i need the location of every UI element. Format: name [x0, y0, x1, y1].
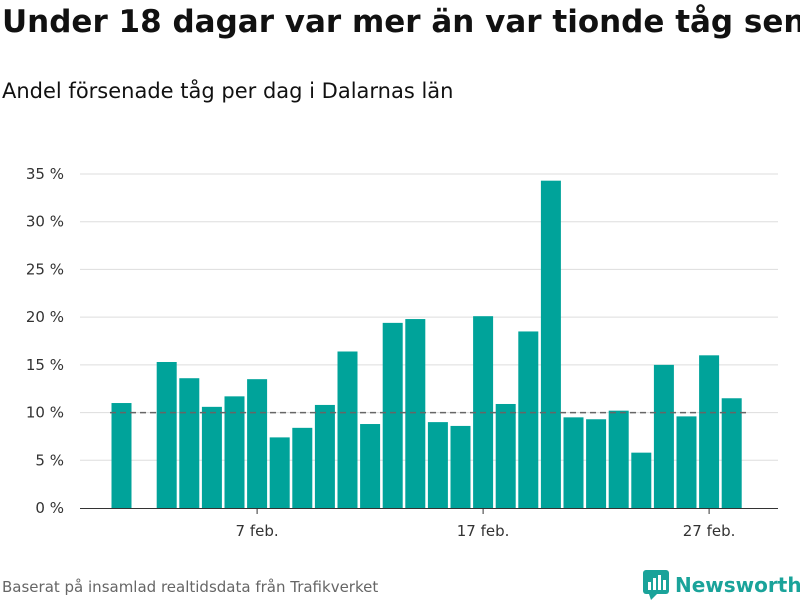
bars: [111, 180, 742, 508]
y-axis-tick-labels: 0 % 5 % 10 % 15 % 20 % 25 % 30 % 35 %: [26, 165, 64, 517]
y-tick-label: 10 %: [26, 404, 64, 422]
bar: [156, 361, 177, 508]
bar: [699, 355, 720, 508]
bar: [179, 378, 200, 508]
bar: [292, 427, 313, 508]
x-axis: 7 feb. 17 feb. 27 feb.: [80, 508, 778, 540]
bar: [540, 180, 561, 508]
y-tick-label: 20 %: [26, 308, 64, 326]
brand-logo[interactable]: Newsworthy: [643, 569, 800, 601]
bar: [247, 379, 268, 508]
bar: [676, 416, 697, 508]
bar: [337, 351, 358, 508]
y-tick-label: 5 %: [35, 451, 64, 469]
bar: [224, 396, 245, 508]
bar: [201, 406, 222, 508]
x-tick-label: 7 feb.: [236, 522, 279, 540]
bar: [382, 322, 403, 508]
y-tick-label: 35 %: [26, 165, 64, 183]
bar: [405, 319, 426, 508]
bar: [608, 410, 629, 508]
chart-subtitle: Andel försenade tåg per dag i Dalarnas l…: [2, 79, 454, 103]
chart-title: Under 18 dagar var mer än var tionde tåg…: [2, 4, 800, 40]
y-tick-label: 30 %: [26, 213, 64, 231]
bar-chart: 0 % 5 % 10 % 15 % 20 % 25 % 30 % 35 % 7 feb. 17 …: [26, 165, 778, 540]
y-tick-label: 0 %: [35, 499, 64, 517]
bar: [653, 364, 674, 508]
brand-name: Newsworthy: [675, 573, 800, 597]
x-tick-label: 17 feb.: [457, 522, 510, 540]
bar: [111, 403, 132, 508]
bar: [563, 417, 584, 508]
bar: [450, 425, 471, 508]
newsworthy-logo-icon: [643, 570, 669, 600]
bar: [495, 403, 516, 508]
y-tick-label: 15 %: [26, 356, 64, 374]
bar: [269, 437, 290, 508]
x-tick-label: 27 feb.: [683, 522, 736, 540]
bar: [314, 404, 335, 508]
bar: [427, 422, 448, 508]
bar: [360, 424, 381, 508]
y-tick-label: 25 %: [26, 260, 64, 278]
bar: [631, 452, 652, 508]
source-note: Baserat på insamlad realtidsdata från Tr…: [2, 578, 379, 596]
bar: [721, 398, 742, 508]
bar: [518, 331, 539, 508]
bar: [586, 419, 607, 508]
